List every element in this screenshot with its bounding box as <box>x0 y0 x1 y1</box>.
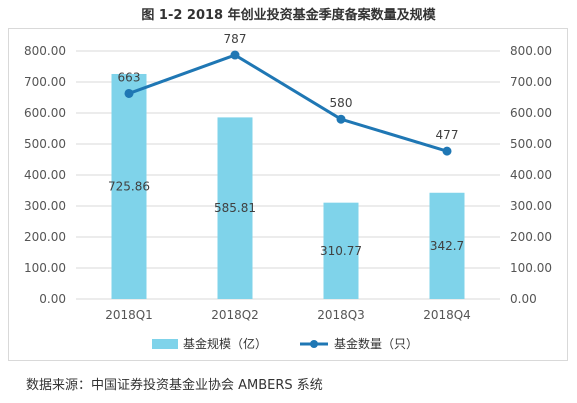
legend: 基金规模（亿） 基金数量（只） <box>152 336 418 351</box>
y-left-tick-label: 400.00 <box>24 168 66 182</box>
y-right-tick-label: 100.00 <box>510 261 552 275</box>
y-right-tick-label: 700.00 <box>510 75 552 89</box>
grid-lines <box>76 50 500 300</box>
x-tick-label: 2018Q4 <box>423 308 471 322</box>
line-point <box>124 88 134 98</box>
line-point <box>442 146 452 156</box>
y-right-tick-label: 0.00 <box>510 292 537 306</box>
y-right-tick-label: 800.00 <box>510 44 552 58</box>
y-left-tick-label: 800.00 <box>24 44 66 58</box>
bar-data-label: 342.7 <box>430 239 464 253</box>
bar-data-label: 585.81 <box>214 201 256 215</box>
bar-series <box>111 73 465 300</box>
line-data-label: 477 <box>436 128 459 142</box>
y-right-tick-label: 200.00 <box>510 230 552 244</box>
line-series <box>124 50 452 156</box>
chart-frame <box>8 28 568 361</box>
axes: 0.00 100.00 200.00 300.00 400.00 500.00 600.00… <box>24 44 552 322</box>
legend-line-label: 基金数量（只） <box>334 336 418 351</box>
y-left-tick-label: 500.00 <box>24 137 66 151</box>
y-left-tick-label: 700.00 <box>24 75 66 89</box>
bar <box>111 73 147 299</box>
x-tick-label: 2018Q1 <box>105 308 153 322</box>
y-left-tick-label: 0.00 <box>39 292 66 306</box>
bar <box>429 192 465 299</box>
x-tick-label: 2018Q3 <box>317 308 365 322</box>
y-left-tick-label: 600.00 <box>24 106 66 120</box>
chart-title: 图 1-2 2018 年创业投资基金季度备案数量及规模 <box>141 8 436 23</box>
y-left-tick-label: 300.00 <box>24 199 66 213</box>
y-right-tick-label: 300.00 <box>510 199 552 213</box>
legend-bar-swatch <box>152 339 178 349</box>
line-data-label: 580 <box>330 96 353 110</box>
y-left-tick-label: 100.00 <box>24 261 66 275</box>
data-labels: 725.86 585.81 310.77 342.7 663 787 580 477 <box>108 32 464 258</box>
line-point <box>336 114 346 124</box>
legend-line-marker <box>310 340 318 348</box>
legend-bar-label: 基金规模（亿） <box>183 336 267 351</box>
y-right-tick-label: 400.00 <box>510 168 552 182</box>
x-tick-label: 2018Q2 <box>211 308 259 322</box>
line-path <box>128 53 448 153</box>
bar-data-label: 725.86 <box>108 179 150 193</box>
y-left-tick-label: 200.00 <box>24 230 66 244</box>
line-data-label: 787 <box>224 32 247 46</box>
y-right-tick-label: 600.00 <box>510 106 552 120</box>
line-point <box>230 50 240 60</box>
y-right-tick-label: 500.00 <box>510 137 552 151</box>
bar <box>217 117 253 300</box>
bar <box>323 202 359 299</box>
line-data-label: 663 <box>118 70 141 84</box>
source-note: 数据来源：中国证券投资基金业协会 AMBERS 系统 <box>26 378 323 393</box>
bar-data-label: 310.77 <box>320 244 362 258</box>
